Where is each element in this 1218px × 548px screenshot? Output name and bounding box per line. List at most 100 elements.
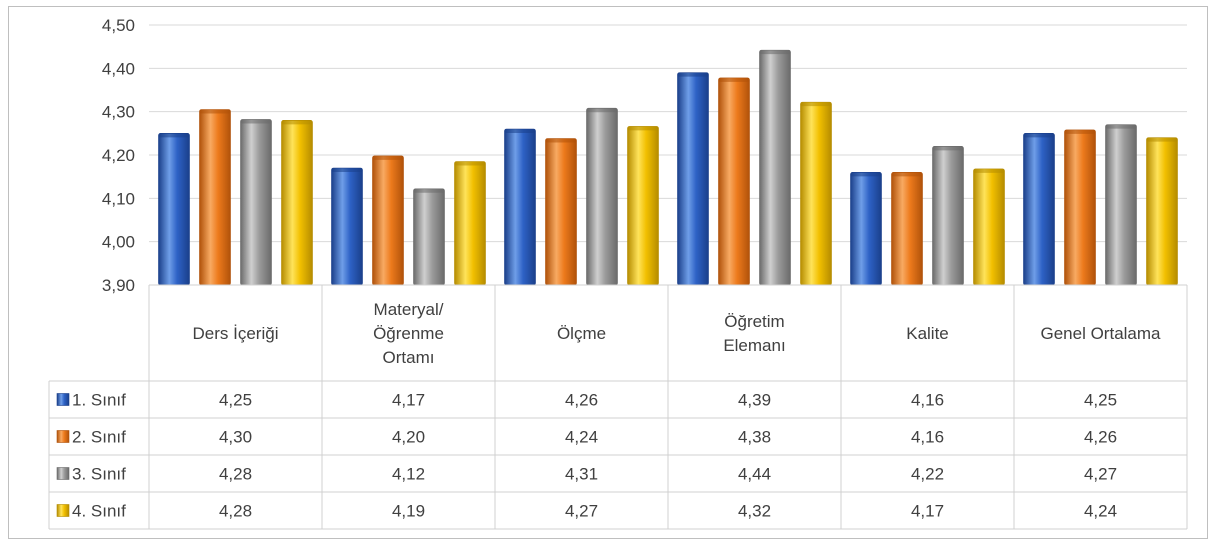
bar-2-6 bbox=[1064, 129, 1096, 286]
table-cell-value: 4,12 bbox=[392, 465, 425, 484]
bar-4-1 bbox=[281, 120, 313, 286]
table-cell-value: 4,28 bbox=[219, 502, 252, 521]
bar-1-6 bbox=[1023, 133, 1055, 286]
bar-cap bbox=[850, 172, 882, 177]
data-table: Ders İçeriği Materyal/Öğrenme Ortamı Ölçme Ö… bbox=[48, 284, 1188, 530]
table-cell-value: 4,30 bbox=[219, 428, 252, 447]
bar-cap bbox=[759, 50, 791, 55]
bar-4-4 bbox=[800, 101, 832, 286]
bar-cap bbox=[932, 146, 964, 151]
legend-label: 4. Sınıf bbox=[72, 502, 126, 521]
bar-2-5 bbox=[891, 172, 923, 286]
bar-4-2 bbox=[454, 161, 486, 286]
legend-label: 1. Sınıf bbox=[72, 391, 126, 410]
y-tick-label: 4,30 bbox=[102, 103, 135, 122]
bar-2-2 bbox=[372, 155, 404, 286]
category-label: Öğretim bbox=[724, 312, 784, 331]
y-tick-label: 4,40 bbox=[102, 59, 135, 78]
bar-cap bbox=[240, 119, 272, 124]
bar-cap bbox=[973, 168, 1005, 173]
legend-key bbox=[56, 430, 70, 443]
bar-cap bbox=[158, 133, 190, 138]
table-cell-value: 4,28 bbox=[219, 465, 252, 484]
bar-cap bbox=[1105, 124, 1137, 129]
bar-2-1 bbox=[199, 109, 231, 286]
bars bbox=[158, 49, 1178, 286]
bar-cap bbox=[413, 188, 445, 193]
table-cell-value: 4,17 bbox=[392, 391, 425, 410]
bar-cap bbox=[331, 168, 363, 172]
bar-cap bbox=[627, 126, 659, 131]
y-tick-label: 3,90 bbox=[102, 276, 135, 295]
bar-cap bbox=[545, 138, 577, 143]
bar-chart: Ders İçeriği Materyal/Öğrenme Ortamı Ölçme Ö… bbox=[48, 16, 1188, 530]
bar-cap bbox=[1023, 133, 1055, 138]
table-cell-value: 4,27 bbox=[1084, 465, 1117, 484]
bar-1-1 bbox=[158, 133, 190, 286]
legend-label: 2. Sınıf bbox=[72, 428, 126, 447]
y-axis: 4,50 4,40 4,30 4,20 4,10 4,00 3,90 bbox=[102, 16, 135, 295]
category-label: Kalite bbox=[906, 324, 949, 343]
table-cell-value: 4,44 bbox=[738, 465, 771, 484]
bar-cap bbox=[800, 102, 832, 107]
bar-cap bbox=[718, 77, 750, 82]
table-cell-value: 4,17 bbox=[911, 502, 944, 521]
table-cell-value: 4,16 bbox=[911, 428, 944, 447]
table-cell-value: 4,16 bbox=[911, 391, 944, 410]
y-tick-label: 4,20 bbox=[102, 146, 135, 165]
category-label: Ortamı bbox=[383, 348, 435, 367]
bar-3-1 bbox=[240, 119, 272, 286]
category-label: Genel Ortalama bbox=[1041, 324, 1162, 343]
bar-4-5 bbox=[973, 168, 1005, 286]
bar-cap bbox=[454, 161, 486, 166]
bar-cap bbox=[1146, 137, 1178, 142]
bar-cap bbox=[372, 155, 404, 160]
category-label: Ders İçeriği bbox=[193, 324, 279, 343]
table-cell-value: 4,39 bbox=[738, 391, 771, 410]
legend-key bbox=[56, 393, 70, 406]
bar-cap bbox=[199, 109, 231, 114]
table-cell-value: 4,32 bbox=[738, 502, 771, 521]
table-cell-value: 4,26 bbox=[565, 391, 598, 410]
bar-cap bbox=[281, 120, 313, 125]
bar-2-3 bbox=[545, 138, 577, 286]
table-cell-value: 4,19 bbox=[392, 502, 425, 521]
bar-1-2 bbox=[331, 167, 363, 286]
category-label: Öğrenme bbox=[373, 324, 444, 343]
category-label: Elemanı bbox=[723, 336, 785, 355]
y-tick-label: 4,00 bbox=[102, 233, 135, 252]
table-cell-value: 4,24 bbox=[1084, 502, 1117, 521]
table-cell-value: 4,20 bbox=[392, 428, 425, 447]
table-cell-value: 4,26 bbox=[1084, 428, 1117, 447]
y-tick-label: 4,10 bbox=[102, 189, 135, 208]
bar-3-2 bbox=[413, 188, 445, 286]
bar-3-5 bbox=[932, 146, 964, 286]
legend-label: 3. Sınıf bbox=[72, 465, 126, 484]
category-label: Materyal/ bbox=[374, 300, 444, 319]
table-cell-value: 4,25 bbox=[1084, 391, 1117, 410]
bar-3-4 bbox=[759, 49, 791, 286]
table-cell-value: 4,38 bbox=[738, 428, 771, 447]
table-cell-value: 4,31 bbox=[565, 465, 598, 484]
table-cell-value: 4,24 bbox=[565, 428, 598, 447]
category-label: Ölçme bbox=[557, 324, 606, 343]
legend-key bbox=[56, 504, 70, 517]
bar-cap bbox=[677, 72, 709, 77]
table-cell-value: 4,25 bbox=[219, 391, 252, 410]
bar-cap bbox=[1064, 129, 1096, 134]
bar-4-6 bbox=[1146, 137, 1178, 286]
bar-cap bbox=[586, 108, 618, 113]
table-cell-value: 4,27 bbox=[565, 502, 598, 521]
bar-1-4 bbox=[677, 72, 709, 286]
bar-cap bbox=[891, 172, 923, 177]
table-cell-value: 4,22 bbox=[911, 465, 944, 484]
chart-frame: Ders İçeriği Materyal/Öğrenme Ortamı Ölçme Ö… bbox=[8, 6, 1208, 539]
y-tick-label: 4,50 bbox=[102, 16, 135, 35]
bar-cap bbox=[504, 129, 536, 133]
bar-1-3 bbox=[504, 128, 536, 286]
bar-3-3 bbox=[586, 107, 618, 286]
bar-2-4 bbox=[718, 77, 750, 286]
bar-1-5 bbox=[850, 172, 882, 286]
bar-3-6 bbox=[1105, 124, 1137, 286]
bar-4-3 bbox=[627, 126, 659, 286]
